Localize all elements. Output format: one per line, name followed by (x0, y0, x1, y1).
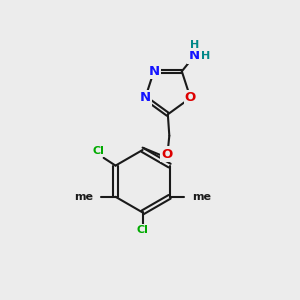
Text: me: me (74, 192, 93, 202)
Text: N: N (189, 50, 200, 62)
Text: O: O (161, 148, 172, 161)
Text: N: N (148, 65, 159, 78)
Text: H: H (201, 51, 210, 61)
Text: me: me (192, 192, 211, 202)
Text: Cl: Cl (93, 146, 104, 156)
Text: N: N (140, 92, 151, 104)
Text: Cl: Cl (136, 225, 148, 235)
Text: H: H (190, 40, 199, 50)
Text: O: O (185, 92, 196, 104)
